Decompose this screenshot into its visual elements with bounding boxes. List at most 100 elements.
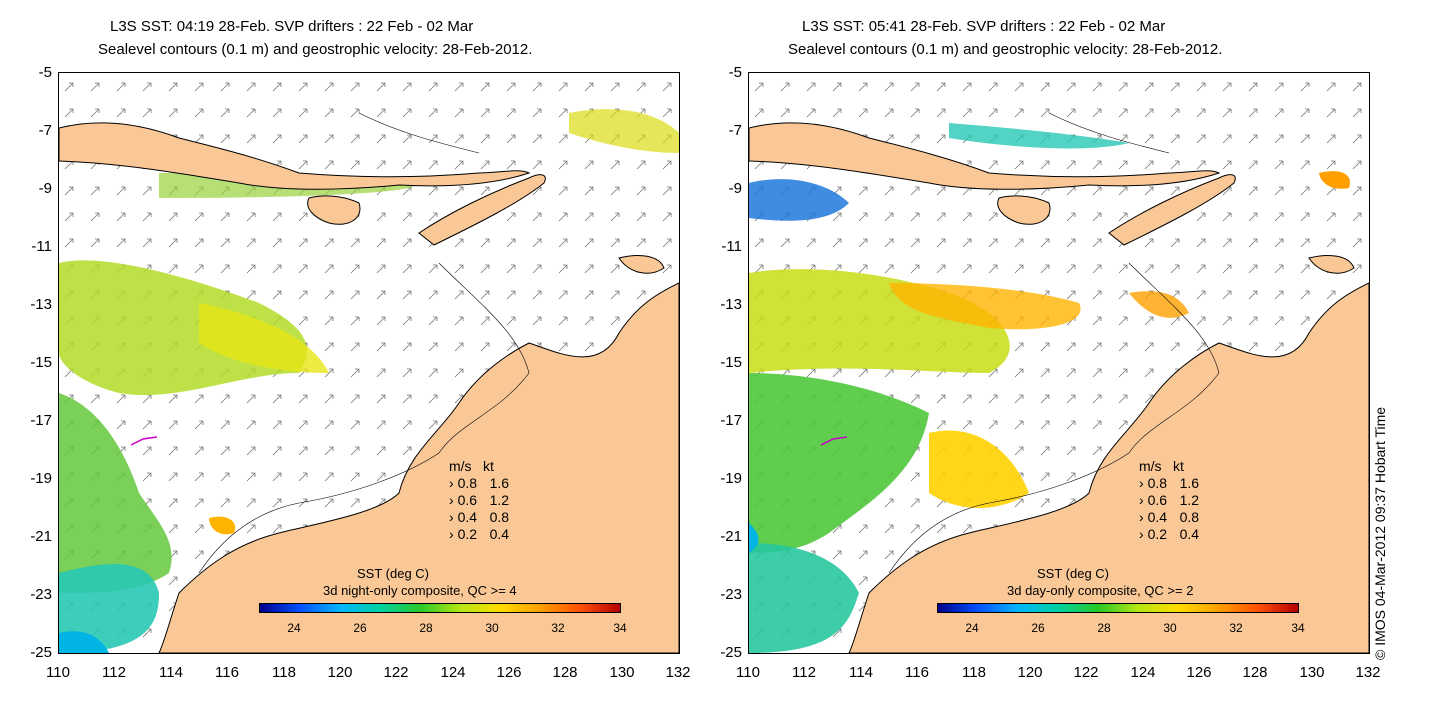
lat-tick: -13 [30, 296, 52, 313]
legend-row: › 0.6 1.2 [1139, 492, 1200, 508]
lon-tick: 124 [1130, 664, 1156, 681]
lon-tick: 122 [383, 664, 409, 681]
lon-tick: 128 [552, 664, 578, 681]
right-colorbar [937, 603, 1299, 613]
lon-tick: 122 [1073, 664, 1099, 681]
lat-tick: -17 [720, 412, 742, 429]
legend-row: › 0.4 0.8 [449, 509, 510, 525]
cbar-tick: 26 [1031, 621, 1045, 635]
lat-tick: -15 [720, 354, 742, 371]
legend-ms: 0.6 [457, 492, 478, 508]
lat-tick: -23 [30, 586, 52, 603]
legend-row: › 0.2 0.4 [449, 526, 510, 542]
lat-tick: -7 [728, 122, 742, 139]
lon-tick: 110 [736, 664, 760, 681]
left-map-drawing [59, 73, 679, 653]
lon-tick: 128 [1242, 664, 1268, 681]
sealevel-contours [198, 112, 530, 574]
cbar-tick: 34 [613, 621, 627, 635]
lat-tick: -23 [720, 586, 742, 603]
lon-tick: 114 [849, 664, 873, 681]
lon-tick: 114 [159, 664, 183, 681]
lon-tick: 118 [272, 664, 296, 681]
lat-tick: -5 [38, 64, 52, 81]
legend-header: m/s kt [449, 458, 509, 475]
lat-tick: -21 [720, 528, 742, 545]
cbar-tick: 28 [1097, 621, 1111, 635]
legend-row: › 0.8 1.6 [449, 475, 510, 491]
cbar-tick: 24 [965, 621, 979, 635]
right-map-plot[interactable]: m/s kt › 0.8 1.6 › 0.6 1.2 › 0.4 0.8 › 0.2 0.… [748, 72, 1370, 654]
right-title-line2: Sealevel contours (0.1 m) and geostrophi… [788, 41, 1223, 58]
cbar-tick: 24 [287, 621, 301, 635]
left-velocity-legend: m/s kt › 0.8 1.6 › 0.6 1.2 › 0.4 0.8 › 0.2 0.… [449, 458, 509, 543]
left-title-line1: L3S SST: 04:19 28-Feb. SVP drifters : 22… [110, 18, 474, 35]
sst-patches [749, 123, 1350, 653]
lat-tick: -25 [30, 644, 52, 661]
lat-tick: -25 [720, 644, 742, 661]
right-map-panel: L3S SST: 05:41 28-Feb. SVP drifters : 22… [690, 0, 1410, 720]
legend-row: › 0.8 1.6 [1139, 475, 1200, 491]
land-masses [59, 122, 679, 653]
cbar-tick: 32 [1229, 621, 1243, 635]
right-colorbar-label: SST (deg C) [1037, 566, 1110, 581]
lat-tick: -19 [30, 470, 52, 487]
legend-kt: 1.6 [1179, 475, 1200, 491]
drifter-track [130, 436, 158, 446]
lon-tick: 126 [496, 664, 522, 681]
legend-kt: 0.4 [489, 526, 510, 542]
lon-tick: 130 [1299, 664, 1325, 681]
sealevel-contours [888, 112, 1220, 574]
lon-tick: 132 [1355, 664, 1381, 681]
legend-ms: 0.8 [1147, 475, 1168, 491]
legend-header: m/s kt [1139, 458, 1199, 475]
lat-tick: -11 [721, 238, 742, 255]
lat-tick: -11 [31, 238, 52, 255]
left-colorbar-label: SST (deg C) [357, 566, 430, 581]
legend-header-kt: kt [483, 458, 494, 474]
lon-tick: 120 [1017, 664, 1043, 681]
right-map-drawing [749, 73, 1369, 653]
legend-kt: 0.4 [1179, 526, 1200, 542]
legend-row: › 0.6 1.2 [449, 492, 510, 508]
legend-header-ms: m/s [1139, 458, 1162, 474]
legend-header-kt: kt [1173, 458, 1184, 474]
left-colorbar [259, 603, 621, 613]
lat-tick: -21 [30, 528, 52, 545]
cbar-tick: 32 [551, 621, 565, 635]
drifter-track [820, 436, 848, 446]
legend-kt: 1.2 [1179, 492, 1200, 508]
legend-kt: 0.8 [489, 509, 510, 525]
legend-ms: 0.2 [1147, 526, 1168, 542]
lon-tick: 126 [1186, 664, 1212, 681]
legend-header-ms: m/s [449, 458, 472, 474]
lat-tick: -9 [728, 180, 742, 197]
cbar-tick: 34 [1291, 621, 1305, 635]
cbar-tick: 30 [1163, 621, 1177, 635]
legend-kt: 0.8 [1179, 509, 1200, 525]
legend-ms: 0.4 [1147, 509, 1168, 525]
lon-tick: 130 [609, 664, 635, 681]
lon-tick: 112 [102, 664, 126, 681]
lon-tick: 132 [665, 664, 691, 681]
right-velocity-legend: m/s kt › 0.8 1.6 › 0.6 1.2 › 0.4 0.8 › 0.2 0.… [1139, 458, 1199, 543]
cbar-tick: 30 [485, 621, 499, 635]
cbar-tick: 28 [419, 621, 433, 635]
legend-ms: 0.4 [457, 509, 478, 525]
left-map-panel: L3S SST: 04:19 28-Feb. SVP drifters : 22… [30, 18, 691, 681]
lon-tick: 120 [327, 664, 353, 681]
lat-tick: -13 [720, 296, 742, 313]
lon-tick: 124 [440, 664, 466, 681]
lat-tick: -5 [728, 64, 742, 81]
right-title-line1: L3S SST: 05:41 28-Feb. SVP drifters : 22… [802, 18, 1166, 35]
legend-ms: 0.6 [1147, 492, 1168, 508]
left-map-plot[interactable]: m/s kt › 0.8 1.6 › 0.6 1.2 › 0.4 0.8 › 0.2 0.… [58, 72, 680, 654]
lat-tick: -19 [720, 470, 742, 487]
lon-tick: 116 [905, 664, 929, 681]
left-colorbar-ticks: 24 26 28 30 32 34 [259, 621, 626, 637]
left-title-line2: Sealevel contours (0.1 m) and geostrophi… [98, 41, 533, 58]
right-colorbar-ticks: 24 26 28 30 32 34 [937, 621, 1304, 637]
legend-row: › 0.4 0.8 [1139, 509, 1200, 525]
lon-tick: 110 [46, 664, 70, 681]
legend-row: › 0.2 0.4 [1139, 526, 1200, 542]
